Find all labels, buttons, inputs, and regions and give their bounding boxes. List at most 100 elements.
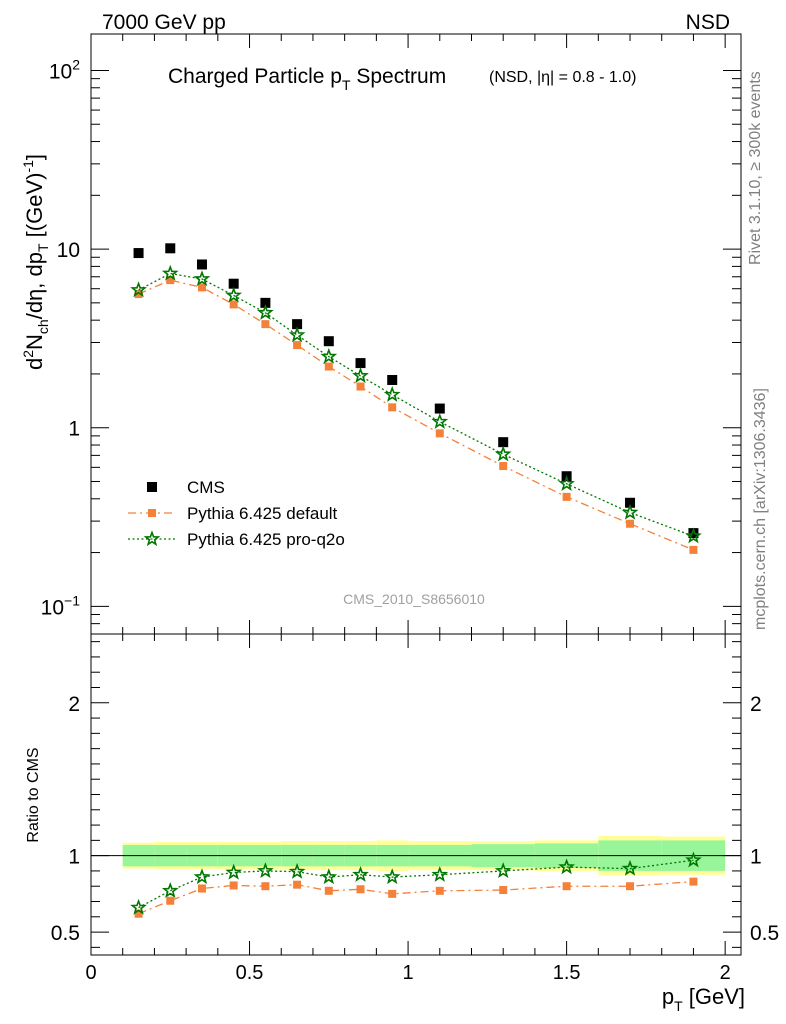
data-point-pythia-6-425-default bbox=[689, 545, 698, 554]
data-point-cms bbox=[323, 336, 334, 347]
data-point-pythia-6-425-pro-q2o bbox=[352, 367, 369, 384]
data-point-pythia-6-425-default bbox=[499, 462, 508, 471]
data-point-pythia-6-425-default bbox=[166, 276, 175, 285]
main-y-tick-label: 102 bbox=[49, 56, 80, 83]
ratio-y-tick-label: 2 bbox=[68, 693, 80, 716]
x-axis-label-main: p bbox=[662, 984, 674, 1009]
data-point-cms bbox=[292, 319, 303, 330]
data-point-pythia-6-425-pro-q2o bbox=[130, 281, 147, 298]
y-axis-label-mid: /dη, dp bbox=[22, 252, 47, 319]
ratio-point-pythia-6-425-pro-q2o bbox=[431, 865, 449, 882]
chart-title-main: Charged Particle p bbox=[168, 65, 342, 88]
y-axis-label-d: d bbox=[22, 358, 47, 370]
ratio-point-pythia-6-425-pro-q2o bbox=[130, 898, 147, 915]
main-y-tick-label: 10 bbox=[57, 239, 80, 262]
data-point-pythia-6-425-default bbox=[435, 429, 444, 438]
legend-label-pythia-6-425-default: Pythia 6.425 default bbox=[187, 504, 338, 523]
y-axis-label-exp: -1 bbox=[20, 160, 36, 173]
ratio-line-pythia-6-425-default bbox=[138, 880, 694, 915]
header-right-label: NSD bbox=[686, 11, 730, 34]
x-axis-label-tail: [GeV] bbox=[683, 984, 745, 1009]
mcplots-label: mcplots.cern.ch [arXiv:1306.3436] bbox=[752, 388, 769, 630]
x-tick-label: 0.5 bbox=[236, 962, 264, 984]
data-point-pythia-6-425-default bbox=[356, 382, 365, 391]
data-point-cms bbox=[133, 248, 144, 259]
ratio-point-pythia-6-425-pro-q2o bbox=[383, 868, 401, 885]
data-point-pythia-6-425-pro-q2o bbox=[288, 326, 306, 343]
ratio-y-tick-label: 0.5 bbox=[51, 922, 80, 945]
series-line-pythia-6-425-default bbox=[138, 279, 694, 551]
y-axis-label-unit: [(GeV) bbox=[22, 173, 47, 244]
ratio-point-pythia-6-425-pro-q2o bbox=[257, 862, 274, 879]
data-point-pythia-6-425-pro-q2o bbox=[685, 527, 702, 544]
ratio-point-pythia-6-425-default bbox=[435, 886, 444, 895]
ratio-point-pythia-6-425-default bbox=[626, 882, 635, 891]
data-point-cms bbox=[260, 297, 271, 308]
series-line-pythia-6-425-pro-q2o bbox=[138, 272, 694, 537]
ratio-plot-frame bbox=[90, 633, 742, 956]
x-tick-label: 1.5 bbox=[553, 962, 581, 984]
data-point-pythia-6-425-pro-q2o bbox=[621, 503, 639, 520]
ratio-y-axis-label: Ratio to CMS bbox=[25, 747, 42, 842]
ratio-y-tick-label-right: 1 bbox=[750, 846, 762, 869]
header-left-label: 7000 GeV pp bbox=[102, 11, 226, 34]
data-point-cms bbox=[165, 243, 176, 254]
data-point-pythia-6-425-pro-q2o bbox=[193, 270, 211, 287]
data-point-pythia-6-425-pro-q2o bbox=[494, 445, 512, 462]
data-point-cms bbox=[688, 528, 699, 539]
ratio-point-pythia-6-425-pro-q2o bbox=[494, 862, 512, 879]
ratio-point-pythia-6-425-default bbox=[562, 882, 571, 891]
ratio-point-pythia-6-425-pro-q2o bbox=[288, 862, 306, 879]
data-point-pythia-6-425-pro-q2o bbox=[431, 412, 449, 429]
ratio-y-tick-label-right: 0.5 bbox=[750, 922, 779, 945]
y-axis-label-ch: ch bbox=[35, 319, 51, 334]
legend-marker-pythia-6-425-pro-q2o bbox=[143, 530, 161, 547]
x-tick-label: 2 bbox=[720, 962, 731, 984]
ratio-point-pythia-6-425-pro-q2o bbox=[161, 882, 179, 898]
main-y-tick-label: 10−1 bbox=[41, 592, 81, 619]
x-axis-label: pT [GeV] bbox=[662, 984, 745, 1014]
data-point-pythia-6-425-pro-q2o bbox=[558, 475, 575, 491]
data-point-pythia-6-425-default bbox=[293, 341, 302, 350]
ratio-y-tick-label-right: 2 bbox=[750, 693, 762, 716]
data-point-pythia-6-425-pro-q2o bbox=[225, 286, 243, 303]
ratio-point-pythia-6-425-default bbox=[166, 896, 175, 905]
ratio-point-pythia-6-425-pro-q2o bbox=[558, 858, 575, 875]
chart-title-tail: Spectrum bbox=[351, 65, 447, 88]
chart-title: Charged Particle pT Spectrum bbox=[168, 65, 446, 93]
data-point-pythia-6-425-default bbox=[626, 519, 635, 528]
data-point-pythia-6-425-default bbox=[388, 403, 397, 412]
data-point-pythia-6-425-pro-q2o bbox=[161, 264, 179, 281]
ratio-point-pythia-6-425-default bbox=[689, 877, 698, 886]
ratio-point-pythia-6-425-default bbox=[261, 882, 270, 891]
data-point-cms bbox=[434, 403, 445, 414]
x-tick-label: 0 bbox=[85, 962, 96, 984]
data-point-cms bbox=[355, 358, 366, 369]
y-axis-label-close: ] bbox=[22, 154, 47, 160]
x-axis-label-sub: T bbox=[674, 998, 683, 1014]
data-point-pythia-6-425-default bbox=[261, 320, 270, 329]
ratio-point-pythia-6-425-pro-q2o bbox=[320, 868, 338, 885]
legend-marker-pythia-6-425-default bbox=[148, 509, 156, 517]
ratio-point-pythia-6-425-default bbox=[388, 889, 397, 898]
ratio-point-pythia-6-425-default bbox=[197, 884, 206, 893]
watermark-label: CMS_2010_S8656010 bbox=[343, 591, 485, 607]
data-point-pythia-6-425-default bbox=[134, 290, 143, 299]
ratio-point-pythia-6-425-pro-q2o bbox=[225, 863, 243, 880]
x-tick-label: 1 bbox=[403, 962, 414, 984]
y-axis-label: d2Nch/dη, dpT [(GeV)-1] bbox=[20, 154, 51, 370]
ratio-plot: 0 0.5 1 1.5 20.5 0.51 12 2 bbox=[51, 633, 779, 984]
ratio-y-tick-label: 1 bbox=[68, 846, 80, 869]
data-point-pythia-6-425-default bbox=[562, 492, 571, 501]
rivet-label: Rivet 3.1.10, ≥ 300k events bbox=[747, 71, 764, 265]
chart-title-sub: T bbox=[342, 77, 351, 93]
legend-label-pythia-6-425-pro-q2o: Pythia 6.425 pro-q2o bbox=[187, 530, 345, 549]
chart-subtitle: (NSD, |η| = 0.8 - 1.0) bbox=[489, 69, 636, 86]
legend-marker-cms bbox=[147, 482, 157, 492]
ratio-point-pythia-6-425-default bbox=[134, 909, 143, 918]
data-point-cms bbox=[387, 374, 398, 385]
ratio-point-pythia-6-425-pro-q2o bbox=[352, 865, 369, 882]
ratio-point-pythia-6-425-default bbox=[356, 885, 365, 894]
ratio-point-pythia-6-425-pro-q2o bbox=[621, 859, 639, 876]
